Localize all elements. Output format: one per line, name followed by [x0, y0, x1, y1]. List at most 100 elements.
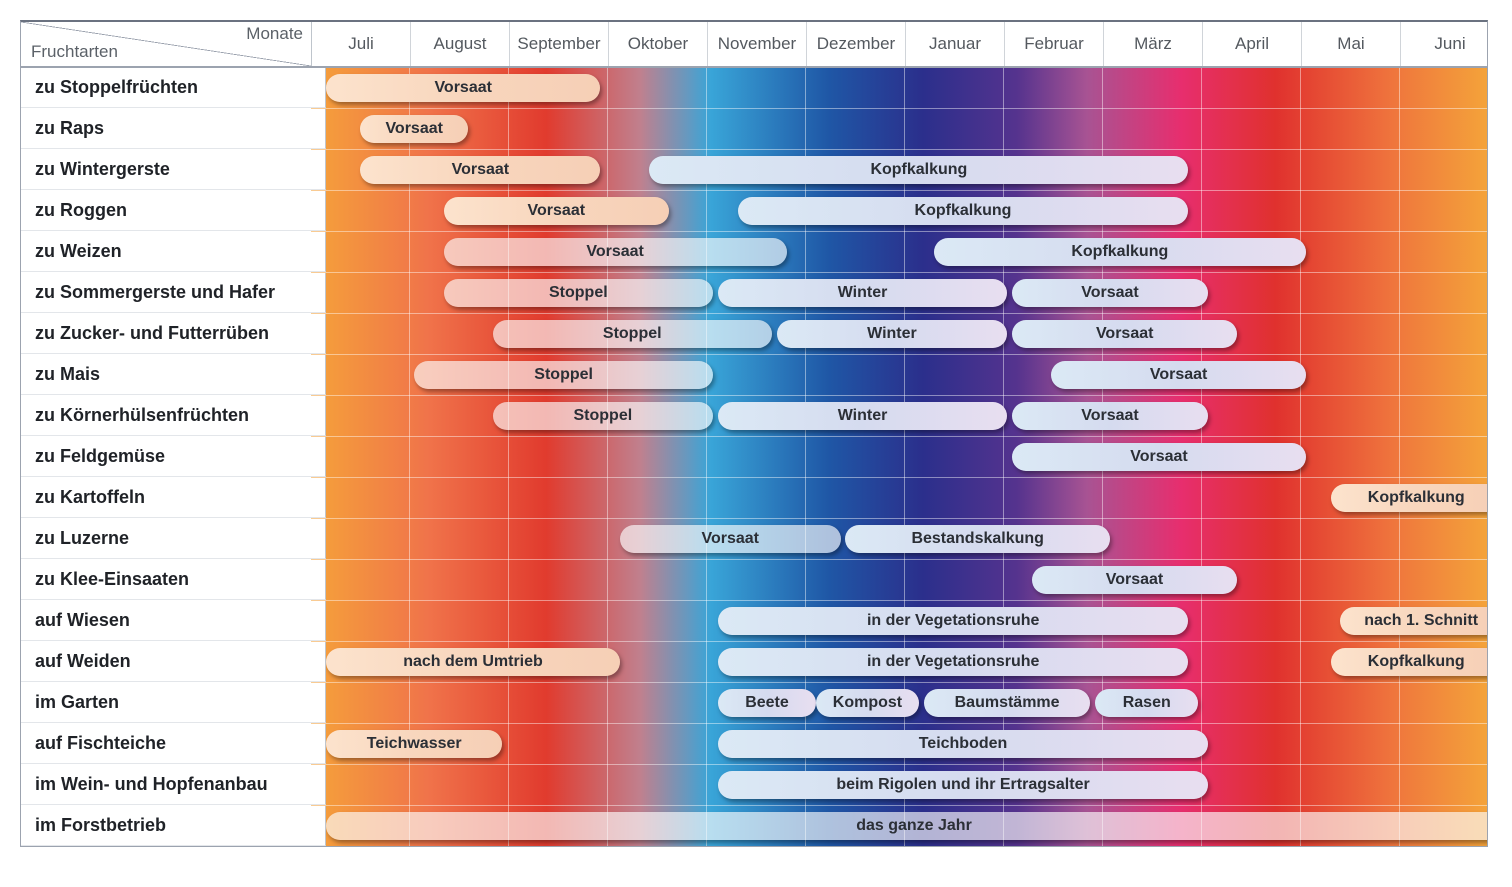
period-bar: nach dem Umtrieb [326, 648, 620, 676]
period-bar: Winter [718, 279, 1007, 307]
period-bar: Vorsaat [1012, 320, 1237, 348]
row-track: VorsaatKopfkalkung [326, 191, 1487, 231]
period-bar: Vorsaat [444, 238, 787, 266]
crop-label: zu Kartoffeln [21, 478, 326, 518]
period-bar: Kopfkalkung [1331, 484, 1489, 512]
period-bar: Stoppel [444, 279, 714, 307]
row-track: Vorsaat Kopfkalkung [326, 150, 1487, 190]
period-bar: das ganze Jahr [326, 812, 1488, 840]
period-bar: Teichboden [718, 730, 1208, 758]
period-bar: Vorsaat [1051, 361, 1306, 389]
crop-label: zu Sommergerste und Hafer [21, 273, 326, 313]
period-bar: Kopfkalkung [649, 156, 1188, 184]
crop-label: zu Feldgemüse [21, 437, 326, 477]
crop-label: zu Zucker- und Futterrüben [21, 314, 326, 354]
row-track: Vorsaat [326, 437, 1487, 477]
row-track: StoppelWinterVorsaat [326, 396, 1487, 436]
period-bar: Vorsaat [360, 156, 600, 184]
crop-label: im Garten [21, 683, 326, 723]
chart-body: zu StoppelfrüchtenVorsaatzu RapsVorsaatz… [21, 68, 1487, 846]
period-bar: Stoppel [493, 320, 772, 348]
row-track: Vorsaat [326, 109, 1487, 149]
row-track: in der Vegetationsruhe nach 1. Schnitt [326, 601, 1487, 641]
period-bar: Kopfkalkung [1331, 648, 1489, 676]
period-bar: Rasen [1095, 689, 1198, 717]
period-bar: Winter [718, 402, 1007, 430]
liming-calendar-chart: Monate Fruchtarten JuliAugustSeptemberOk… [20, 20, 1488, 847]
row-track: Vorsaat [326, 560, 1487, 600]
table-row: im Wein- und Hopfenanbau beim Rigolen und… [21, 765, 1487, 806]
period-bar: Bestandskalkung [845, 525, 1110, 553]
period-bar: Vorsaat [360, 115, 468, 143]
axis-corner-cell: Monate Fruchtarten [21, 22, 312, 66]
header-row: Monate Fruchtarten JuliAugustSeptemberOk… [21, 22, 1487, 68]
period-bar: Teichwasser [326, 730, 502, 758]
table-row: zu KörnerhülsenfrüchtenStoppelWinterVors… [21, 396, 1487, 437]
period-bar: Kompost [816, 689, 919, 717]
row-track: das ganze Jahr [326, 806, 1487, 846]
period-bar: in der Vegetationsruhe [718, 607, 1188, 635]
table-row: auf FischteicheTeichwasser Teichboden [21, 724, 1487, 765]
month-header: August [411, 22, 510, 66]
month-header: Mai [1302, 22, 1401, 66]
table-row: zu MaisStoppelVorsaat [21, 355, 1487, 396]
month-header: April [1203, 22, 1302, 66]
table-row: zu Klee-EinsaatenVorsaat [21, 560, 1487, 601]
table-row: zu FeldgemüseVorsaat [21, 437, 1487, 478]
period-bar: Winter [777, 320, 1007, 348]
period-bar: Kopfkalkung [738, 197, 1189, 225]
crop-label: im Forstbetrieb [21, 806, 326, 846]
row-track: Vorsaat Kopfkalkung [326, 232, 1487, 272]
crop-label: auf Wiesen [21, 601, 326, 641]
table-row: zu LuzerneVorsaatBestandskalkung [21, 519, 1487, 560]
row-track: VorsaatBestandskalkung [326, 519, 1487, 559]
crop-label: auf Fischteiche [21, 724, 326, 764]
period-bar: in der Vegetationsruhe [718, 648, 1188, 676]
period-bar: Stoppel [493, 402, 714, 430]
period-bar: Vorsaat [1032, 566, 1238, 594]
table-row: auf Weidennach dem Umtrieb in der Vegetat… [21, 642, 1487, 683]
period-bar: nach 1. Schnitt [1340, 607, 1488, 635]
table-row: zu Raps Vorsaat [21, 109, 1487, 150]
crop-label: zu Raps [21, 109, 326, 149]
crop-label: zu Weizen [21, 232, 326, 272]
table-row: im GartenBeeteKompostBaumstämmeRasen [21, 683, 1487, 724]
month-header: Oktober [609, 22, 708, 66]
row-track: BeeteKompostBaumstämmeRasen [326, 683, 1487, 723]
table-row: auf Wiesen in der Vegetationsruhe nach 1. … [21, 601, 1487, 642]
row-track: StoppelWinterVorsaat [326, 273, 1487, 313]
table-row: zu Sommergerste und HaferStoppelWinterVo… [21, 273, 1487, 314]
table-row: zu Wintergerste Vorsaat Kopfkalkung [21, 150, 1487, 191]
table-row: zu Zucker- und FutterrübenStoppelWinterV… [21, 314, 1487, 355]
crop-label: auf Weiden [21, 642, 326, 682]
table-row: zu RoggenVorsaatKopfkalkung [21, 191, 1487, 232]
period-bar: beim Rigolen und ihr Ertragsalter [718, 771, 1208, 799]
period-bar: Vorsaat [620, 525, 841, 553]
table-row: im Forstbetriebdas ganze Jahr [21, 806, 1487, 846]
period-bar: Stoppel [414, 361, 713, 389]
period-bar: Vorsaat [1012, 279, 1208, 307]
month-header: Juni [1401, 22, 1488, 66]
row-track: Stoppel Vorsaat [326, 355, 1487, 395]
month-header: Dezember [807, 22, 906, 66]
crop-label: im Wein- und Hopfenanbau [21, 765, 326, 805]
row-track: beim Rigolen und ihr Ertragsalter [326, 765, 1487, 805]
row-track: Vorsaat [326, 68, 1487, 108]
month-header: Februar [1005, 22, 1104, 66]
crop-label: zu Körnerhülsenfrüchten [21, 396, 326, 436]
row-track: StoppelWinterVorsaat [326, 314, 1487, 354]
crop-label: zu Roggen [21, 191, 326, 231]
crop-label: zu Wintergerste [21, 150, 326, 190]
period-bar: Kopfkalkung [934, 238, 1306, 266]
col-axis-label: Monate [246, 24, 303, 44]
period-bar: Beete [718, 689, 816, 717]
row-track: Kopfkalkung [326, 478, 1487, 518]
month-header: Juli [312, 22, 411, 66]
table-row: zu Kartoffeln Kopfkalkung [21, 478, 1487, 519]
row-axis-label: Fruchtarten [31, 42, 118, 62]
row-track: nach dem Umtrieb in der Vegetationsruhe Ko… [326, 642, 1487, 682]
period-bar: Vorsaat [1012, 402, 1208, 430]
crop-label: zu Stoppelfrüchten [21, 68, 326, 108]
table-row: zu StoppelfrüchtenVorsaat [21, 68, 1487, 109]
table-row: zu Weizen Vorsaat Kopfkalkung [21, 232, 1487, 273]
